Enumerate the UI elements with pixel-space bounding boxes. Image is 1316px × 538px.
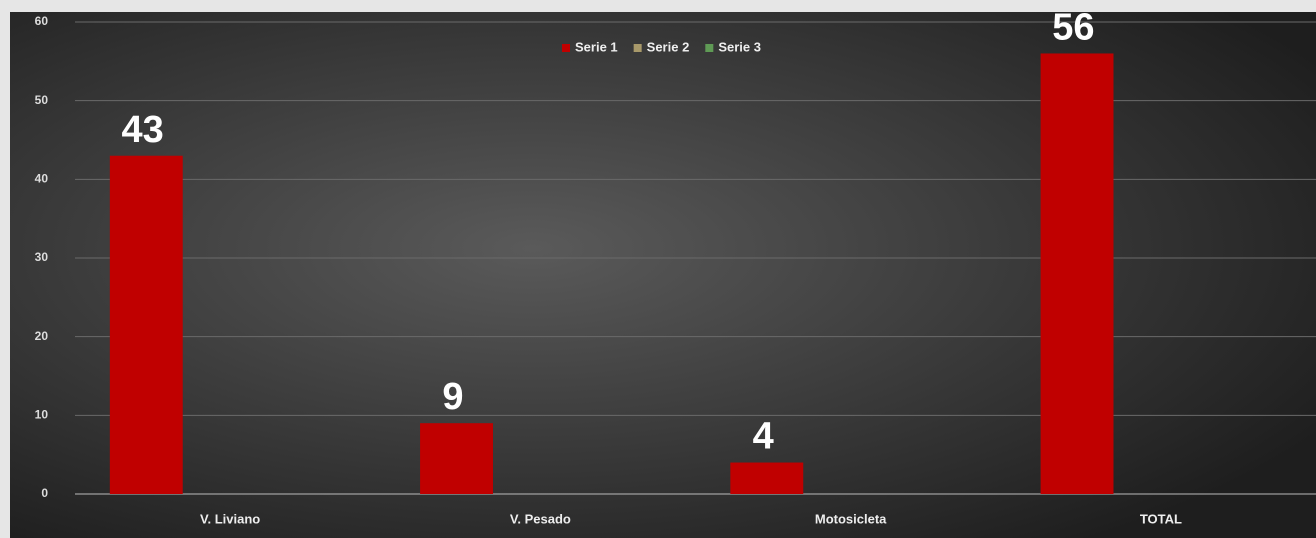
x-tick-label: Motosicleta [815,511,887,526]
bar [420,423,493,494]
legend-swatch [633,44,642,52]
legend-label: Serie 1 [575,39,618,54]
chart-background [10,12,1316,538]
data-label: 43 [121,109,163,151]
bar [1040,53,1114,494]
legend-label: Serie 2 [647,39,690,54]
legend-swatch [562,44,570,52]
y-tick-label: 60 [35,14,49,28]
y-tick-label: 40 [35,172,49,186]
y-tick-label: 50 [35,93,49,107]
y-tick-label: 10 [35,408,49,422]
y-tick-label: 0 [41,486,48,500]
x-tick-label: V. Liviano [200,511,260,526]
data-label: 9 [442,376,463,418]
legend-swatch [705,44,714,52]
legend-label: Serie 3 [718,39,761,54]
y-tick-label: 30 [35,250,49,264]
data-label: 56 [1052,6,1094,48]
bar [109,155,183,494]
y-tick-label: 20 [35,329,49,343]
x-tick-label: TOTAL [1140,511,1182,526]
bar [730,462,804,494]
x-tick-label: V. Pesado [510,511,571,526]
data-label: 4 [753,416,774,458]
